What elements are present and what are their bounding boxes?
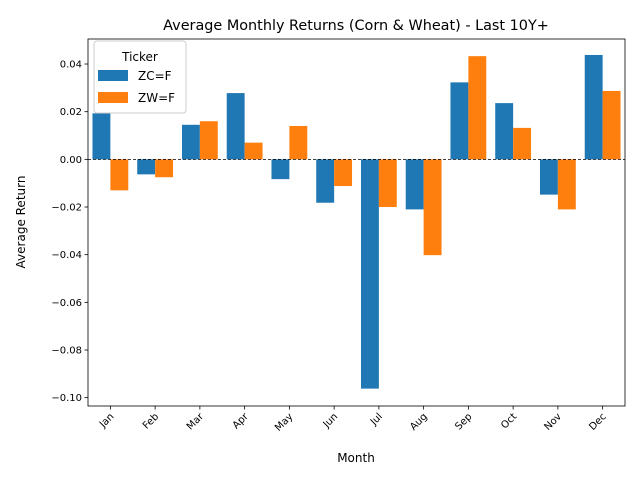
bar-zwf-jan: [110, 159, 129, 191]
bar-zcf-sep: [450, 82, 469, 160]
plot-area: [88, 54, 625, 389]
y-axis-label: Average Return: [14, 176, 28, 269]
bar-zwf-dec: [602, 90, 621, 160]
legend-title: Ticker: [121, 50, 158, 64]
bar-zcf-oct: [495, 103, 514, 160]
bar-zwf-may: [289, 125, 308, 160]
y-tick-label: −0.10: [51, 393, 82, 404]
bar-zcf-aug: [405, 159, 424, 210]
bar-zwf-nov: [557, 159, 576, 210]
y-tick-label: −0.02: [51, 203, 82, 214]
y-tick-label: −0.04: [51, 250, 82, 261]
legend-swatch-zc: [98, 70, 128, 81]
bar-zcf-may: [271, 159, 290, 180]
legend-entry-zw: ZW=F: [138, 91, 175, 105]
bar-zcf-mar: [181, 124, 200, 160]
y-tick-label: 0.00: [60, 155, 82, 166]
legend-entry-zc: ZC=F: [138, 69, 172, 83]
bar-zcf-jul: [360, 159, 379, 389]
plot-frame: [87, 38, 626, 407]
y-tick-label: −0.06: [51, 298, 82, 309]
x-axis-label: Month: [337, 451, 375, 465]
bar-zwf-jul: [378, 159, 397, 208]
legend: Ticker ZC=F ZW=F: [93, 40, 187, 114]
chart-title: Average Monthly Returns (Corn & Wheat) -…: [163, 18, 549, 34]
y-tick-label: −0.08: [51, 346, 82, 357]
y-tick-label: 0.02: [60, 107, 82, 118]
bar-zcf-jan: [92, 113, 111, 160]
bar-zcf-feb: [137, 159, 156, 175]
bar-zwf-apr: [244, 142, 263, 160]
y-tick-label: 0.04: [60, 60, 82, 71]
bar-zwf-feb: [155, 159, 174, 178]
bar-zwf-mar: [199, 121, 218, 160]
bar-zwf-sep: [468, 56, 487, 160]
bar-zwf-aug: [423, 159, 442, 256]
legend-swatch-zw: [98, 92, 128, 103]
bar-zwf-jun: [334, 159, 353, 187]
bar-zcf-nov: [539, 159, 558, 195]
bar-zcf-apr: [226, 93, 245, 160]
bar-zwf-oct: [513, 127, 532, 160]
bar-zcf-dec: [584, 54, 603, 160]
bar-zcf-jun: [316, 159, 335, 203]
y-axis: −0.10 −0.08 −0.06 −0.04 −0.02 0.00 0.02 0.04: [51, 60, 88, 404]
